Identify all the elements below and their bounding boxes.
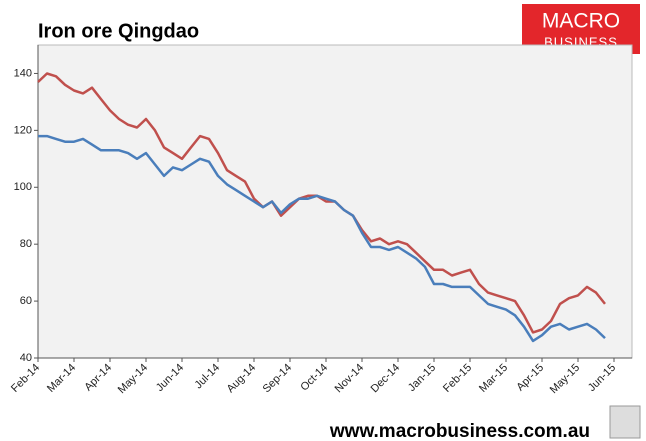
x-tick-label: May-15 xyxy=(548,362,582,396)
y-tick-label: 40 xyxy=(20,352,32,364)
x-tick-label: Feb-14 xyxy=(9,362,42,395)
x-tick-label: Jan-15 xyxy=(406,362,438,394)
footer: www.macrobusiness.com.au xyxy=(329,421,590,441)
x-tick-label: Sep-14 xyxy=(261,362,295,396)
x-tick-label: Mar-15 xyxy=(477,362,510,395)
chart-title: Iron ore Qingdao xyxy=(38,20,199,42)
x-tick-label: Jun-15 xyxy=(586,362,618,394)
x-tick-label: Nov-14 xyxy=(333,362,367,396)
x-tick-label: Jun-14 xyxy=(154,362,186,394)
x-tick-label: Apr-15 xyxy=(514,362,546,394)
x-tick-label: May-14 xyxy=(116,362,150,396)
y-tick-label: 140 xyxy=(14,67,32,79)
y-tick-label: 120 xyxy=(14,124,32,136)
x-tick-label: Oct-14 xyxy=(298,362,330,394)
logo-text: MACRO xyxy=(542,10,620,33)
x-tick-label: Aug-14 xyxy=(225,362,259,396)
y-tick-label: 80 xyxy=(20,238,32,250)
series-line xyxy=(38,134,606,343)
series-line xyxy=(37,72,606,334)
x-tick-label: Feb-15 xyxy=(441,362,474,395)
x-tick-label: Apr-14 xyxy=(82,362,114,394)
x-tick-label: Jul-14 xyxy=(192,362,222,392)
y-tick-label: 100 xyxy=(14,181,32,193)
logo-icon xyxy=(609,405,641,439)
x-tick-label: Mar-14 xyxy=(45,362,78,395)
x-tick-label: Dec-14 xyxy=(369,362,403,396)
y-tick-label: 60 xyxy=(20,295,32,307)
